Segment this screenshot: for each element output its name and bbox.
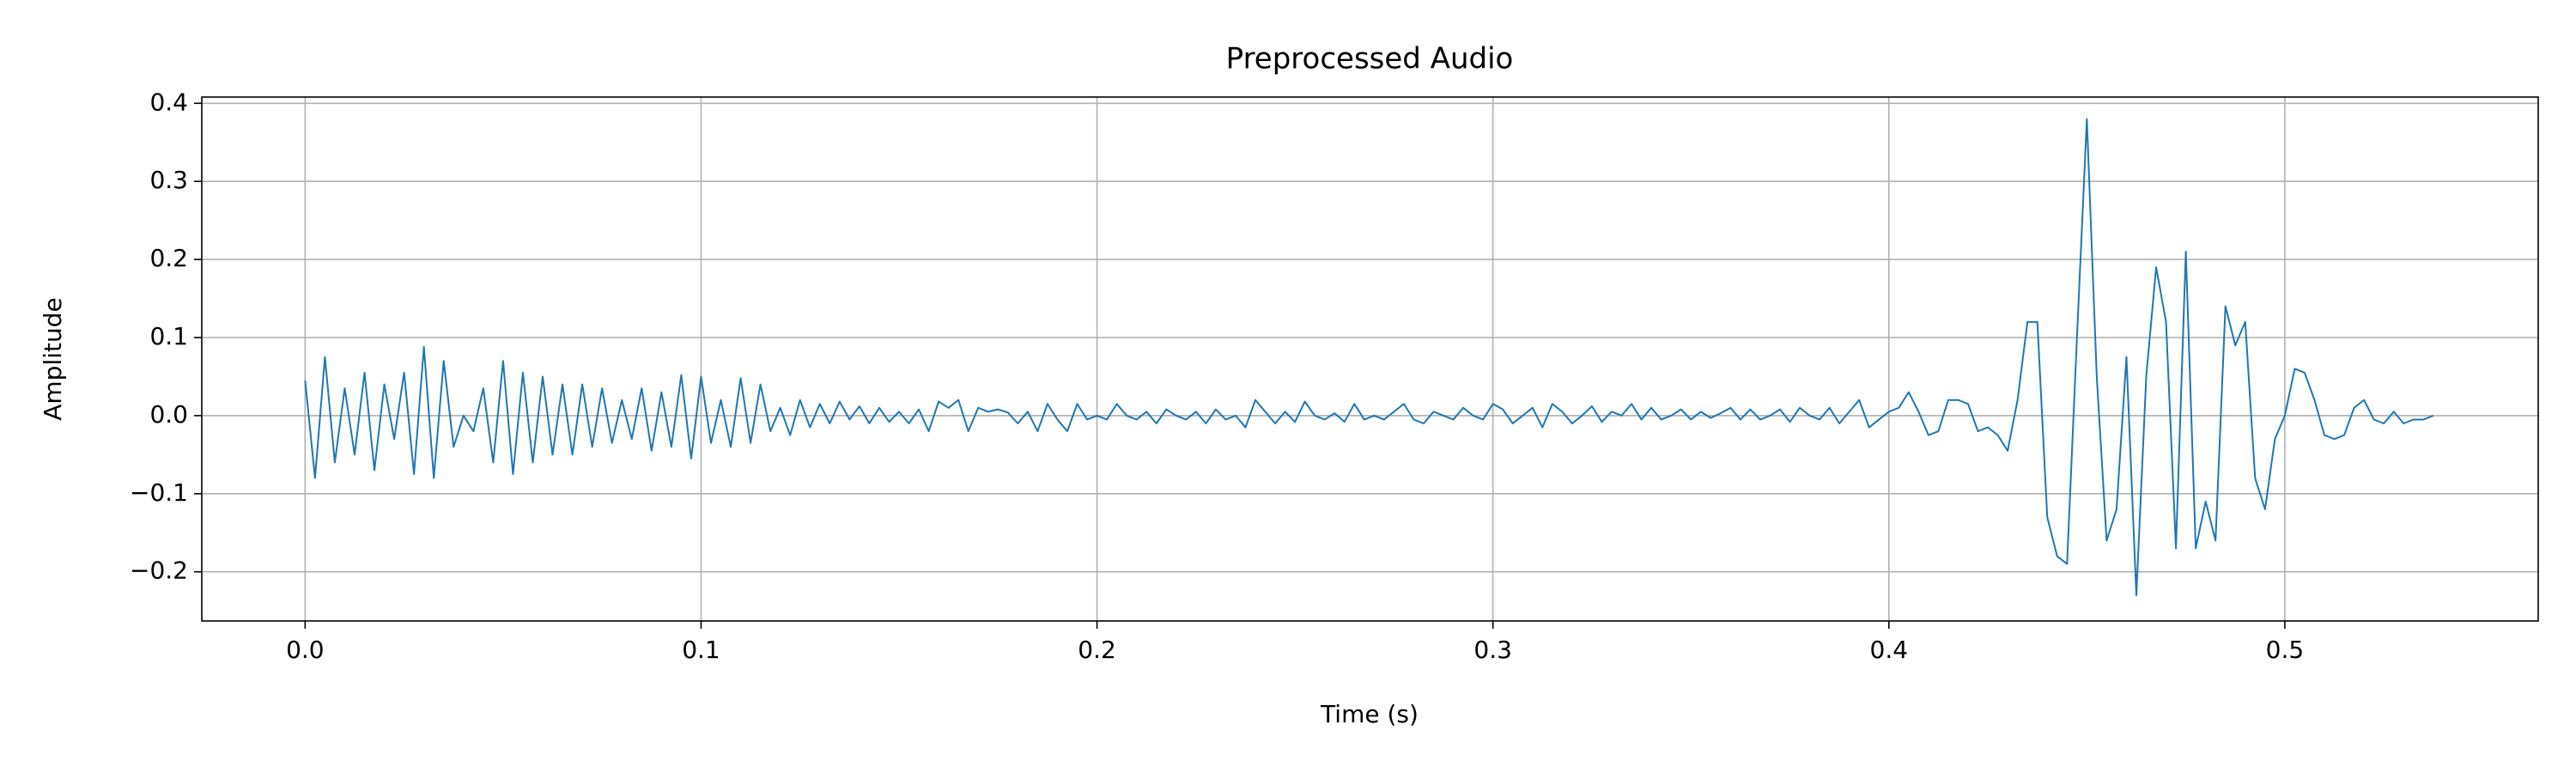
y-tick-label: 0.2 [149, 244, 188, 272]
y-tick-label: 0.4 [149, 88, 188, 116]
x-tick-label: 0.5 [2266, 636, 2305, 664]
x-axis-label: Time (s) [1320, 700, 1419, 728]
y-tick-label: 0.3 [149, 166, 188, 194]
x-tick-label: 0.2 [1078, 636, 1116, 664]
x-tick-label: 0.3 [1473, 636, 1512, 664]
x-tick-label: 0.0 [286, 636, 325, 664]
y-tick-label: 0.0 [149, 400, 188, 429]
x-tick-label: 0.4 [1870, 636, 1909, 664]
y-tick-label: −0.2 [130, 557, 188, 585]
chart-title: Preprocessed Audio [1226, 42, 1514, 76]
y-tick-label: 0.1 [149, 322, 188, 350]
y-axis-label: Amplitude [39, 297, 67, 421]
waveform-line [304, 118, 2434, 596]
x-tick-label: 0.1 [682, 636, 720, 664]
y-tick-label: −0.1 [130, 478, 188, 507]
plot-frame [201, 96, 2539, 622]
